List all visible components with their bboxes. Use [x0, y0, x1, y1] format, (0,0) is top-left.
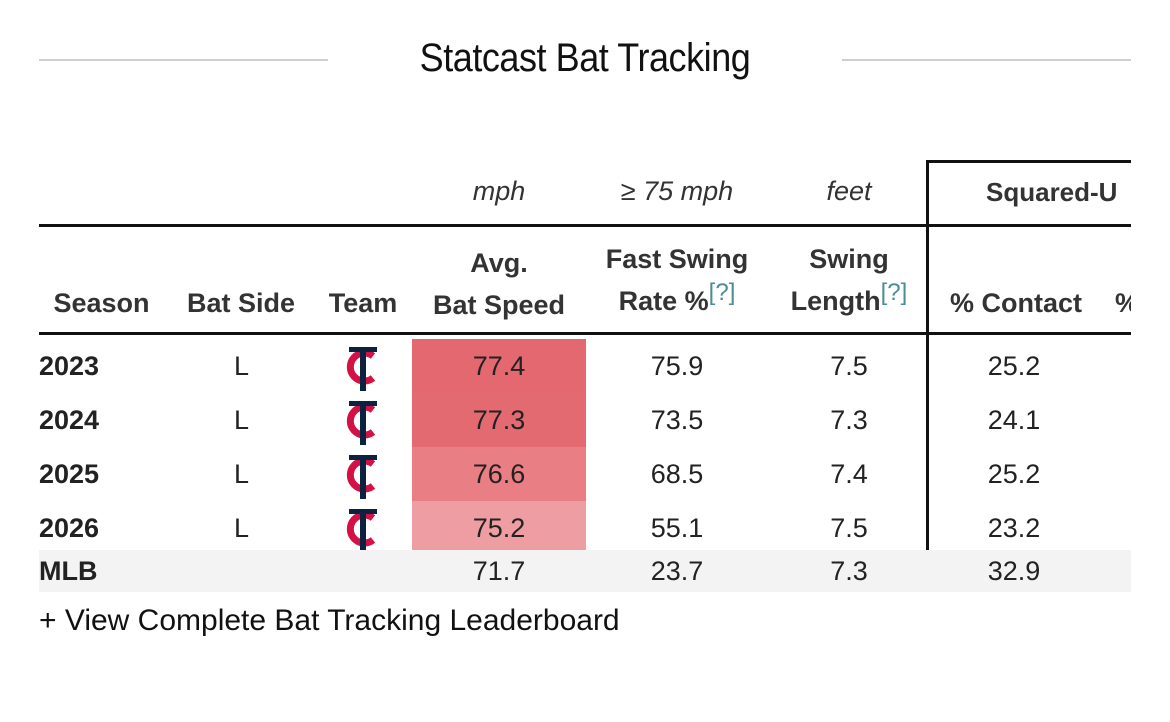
cell-contact: 25.2 [987, 351, 1041, 381]
col-header-season[interactable]: Season [53, 288, 150, 318]
twins-tc-logo-icon [346, 401, 377, 445]
twins-tc-logo-icon [346, 455, 377, 499]
view-leaderboard-link[interactable]: + View Complete Bat Tracking Leaderboard [39, 604, 620, 637]
cell-swing-length: 7.5 [830, 351, 868, 381]
col-header-contact[interactable]: % Contact [949, 288, 1082, 318]
table-row: 2024 L 77.3 73.5 7.3 24.1 [39, 393, 1131, 447]
cell-bat-side: L [233, 351, 250, 381]
cell-season: 2025 [39, 459, 100, 489]
cell-mlb-contact: 32.9 [987, 556, 1041, 586]
header-top-border [39, 224, 1131, 227]
cell-swing-length: 7.3 [830, 405, 868, 435]
cell-mlb-label: MLB [39, 556, 98, 586]
table-row: 2023 L 77.4 75.9 7.5 25.2 [39, 339, 1131, 393]
cell-contact: 25.2 [987, 459, 1041, 489]
col-header-fast-line2: Rate % [618, 286, 709, 316]
group-border-left [926, 160, 929, 592]
cell-avg-bat-speed: 77.3 [412, 393, 586, 447]
cell-season: 2024 [39, 405, 100, 435]
cell-swing-length: 7.4 [830, 459, 868, 489]
cell-fast-swing-rate: 73.5 [650, 405, 704, 435]
unit-avg-bat-speed: mph [472, 176, 526, 206]
cell-season: 2023 [39, 351, 100, 381]
bat-tracking-table: mph ≥ 75 mph feet Squared-U Season Bat S… [39, 160, 1131, 592]
col-header-avg-bat-speed[interactable]: Avg. Bat Speed [412, 242, 586, 326]
table-row: 2026 L 75.2 55.1 7.5 23.2 [39, 501, 1131, 555]
squared-up-group-header: Squared-U [986, 177, 1118, 207]
title-rule-left [39, 59, 328, 61]
col-header-avg-line1: Avg. [470, 248, 528, 278]
twins-tc-logo-icon [346, 509, 377, 553]
group-border-top [926, 160, 1131, 163]
cell-contact: 24.1 [987, 405, 1041, 435]
unit-fast-swing-rate: ≥ 75 mph [620, 176, 734, 206]
twins-tc-logo-icon [346, 347, 377, 391]
col-header-avg-line2: Bat Speed [432, 290, 566, 320]
cell-bat-side: L [233, 513, 250, 543]
cell-mlb-swing-length: 7.3 [830, 556, 868, 586]
cell-season: 2026 [39, 513, 100, 543]
col-header-fast-swing-rate[interactable]: Fast Swing Rate %[?] [587, 238, 767, 324]
col-header-swing-line2: Length [790, 286, 881, 316]
cell-swing-length: 7.5 [830, 513, 868, 543]
cell-fast-swing-rate: 68.5 [650, 459, 704, 489]
header-bottom-border [39, 332, 1131, 335]
cell-avg-bat-speed: 77.4 [412, 339, 586, 393]
unit-swing-length: feet [826, 176, 872, 206]
cell-fast-swing-rate: 55.1 [650, 513, 704, 543]
title-rule-right [842, 59, 1131, 61]
col-header-swing-line1: Swing [809, 244, 889, 274]
swing-length-help-link[interactable]: [?] [880, 279, 908, 306]
cell-avg-bat-speed: 76.6 [412, 447, 586, 501]
col-header-team[interactable]: Team [328, 288, 398, 318]
col-header-next-partial[interactable]: % [1115, 282, 1131, 324]
cell-bat-side: L [233, 405, 250, 435]
cell-fast-swing-rate: 75.9 [650, 351, 704, 381]
cell-mlb-fast-swing-rate: 23.7 [650, 556, 704, 586]
col-header-swing-length[interactable]: Swing Length[?] [774, 238, 924, 324]
table-row: 2025 L 76.6 68.5 7.4 25.2 [39, 447, 1131, 501]
col-header-bat-side[interactable]: Bat Side [186, 288, 296, 318]
cell-mlb-avg-bat-speed: 71.7 [472, 556, 526, 586]
cell-avg-bat-speed: 75.2 [412, 501, 586, 555]
col-header-fast-line1: Fast Swing [605, 244, 749, 274]
mlb-average-row: MLB 71.7 23.7 7.3 32.9 [39, 550, 1131, 592]
fast-swing-help-link[interactable]: [?] [708, 279, 736, 306]
cell-contact: 23.2 [987, 513, 1041, 543]
section-title: Statcast Bat Tracking [419, 36, 751, 80]
cell-bat-side: L [233, 459, 250, 489]
